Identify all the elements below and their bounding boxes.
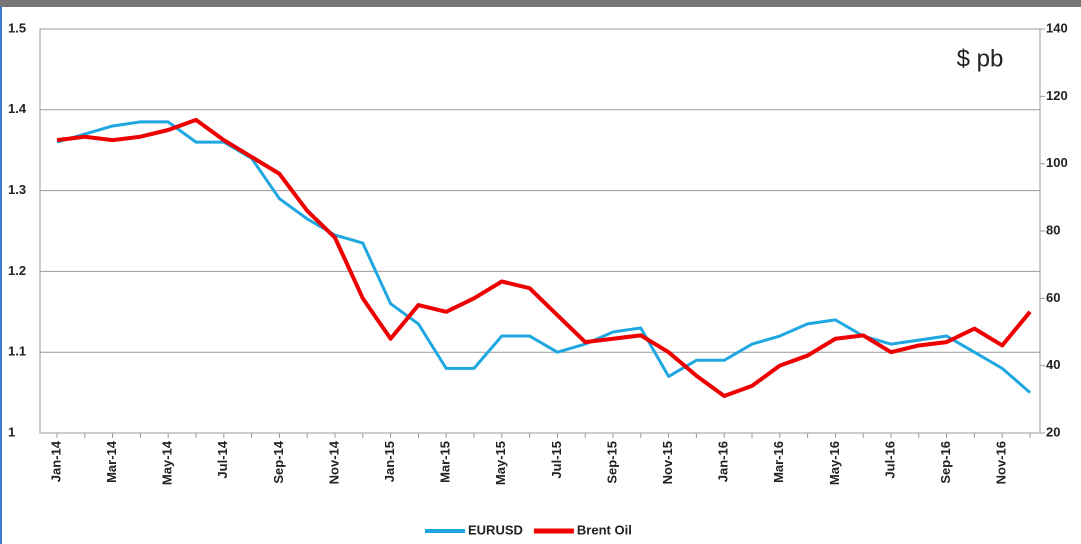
x-tick-label: May-15 [493, 441, 508, 485]
x-tick-label: Mar-15 [438, 441, 453, 483]
annotation: $ pb [957, 45, 1004, 72]
y2-tick-label: 40 [1046, 357, 1060, 372]
x-tick-label: Jul-15 [549, 441, 564, 479]
y-tick-label: 1.3 [8, 182, 26, 197]
y2-tick-label: 20 [1046, 424, 1060, 439]
y2-tick-label: 80 [1046, 222, 1060, 237]
y-tick-label: 1.4 [8, 101, 27, 116]
y-tick-label: 1.1 [8, 344, 26, 359]
y2-tick-label: 140 [1046, 20, 1068, 35]
x-tick-label: Mar-16 [771, 441, 786, 483]
x-tick-label: Sep-15 [604, 441, 619, 484]
x-tick-label: Jan-15 [382, 441, 397, 482]
y2-tick-label: 120 [1046, 88, 1068, 103]
x-tick-label: Jul-16 [882, 441, 897, 479]
x-tick-label: May-14 [160, 440, 175, 485]
y2-tick-label: 60 [1046, 290, 1060, 305]
y-tick-label: 1.2 [8, 263, 26, 278]
legend-label: Brent Oil [577, 522, 632, 537]
series-line [56, 117, 1032, 398]
x-tick-label: Nov-16 [994, 441, 1009, 484]
x-tick-label: Jan-14 [48, 440, 63, 482]
x-tick-label: May-16 [827, 441, 842, 485]
x-tick-label: Jul-14 [215, 440, 230, 478]
x-tick-label: Sep-14 [271, 440, 286, 483]
x-tick-label: Sep-16 [938, 441, 953, 484]
x-tick-label: Nov-15 [660, 441, 675, 484]
plot-area [39, 28, 1041, 434]
legend-label: EURUSD [468, 522, 523, 537]
top-bar [0, 0, 1081, 7]
x-tick-label: Jan-16 [716, 441, 731, 482]
y2-tick-label: 100 [1046, 155, 1068, 170]
x-tick-label: Nov-14 [326, 440, 341, 484]
y-tick-label: 1 [8, 424, 15, 439]
x-tick-label: Mar-14 [104, 440, 119, 483]
y-tick-label: 1.5 [8, 20, 26, 35]
